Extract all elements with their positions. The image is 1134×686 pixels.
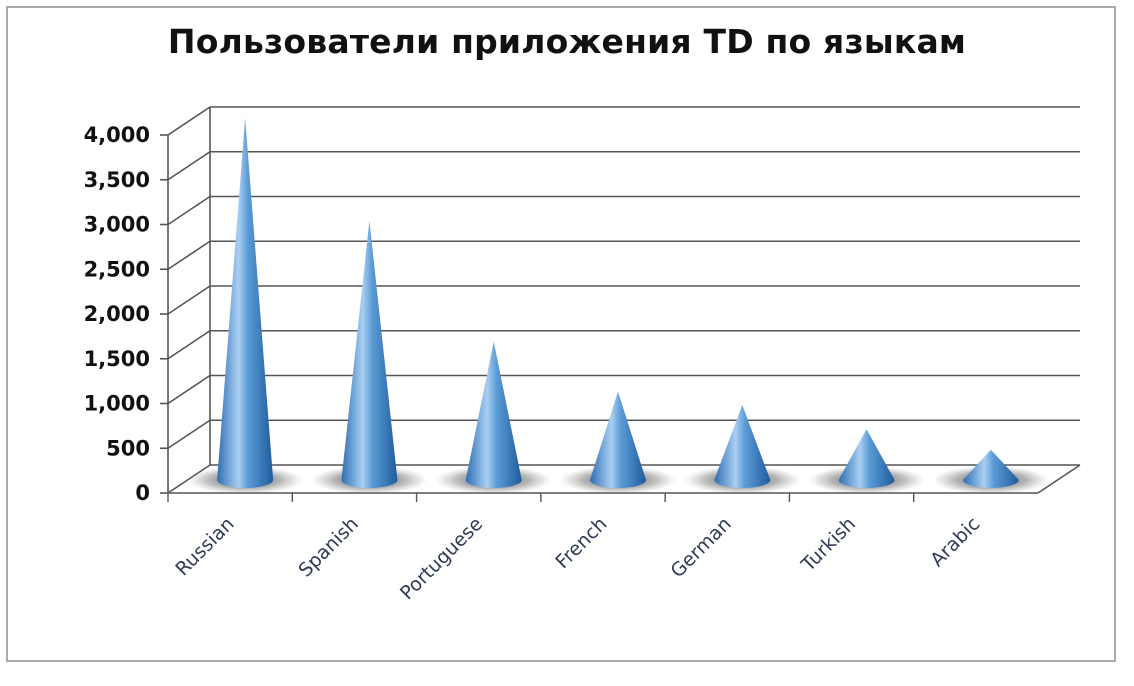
x-tick-label: French — [551, 513, 611, 573]
y-tick-label: 1,000 — [84, 392, 150, 416]
side-gridline — [167, 330, 211, 360]
x-tick-label: Russian — [171, 513, 238, 580]
y-axis-labels: 0 500 1,000 1,500 2,000 2,500 3,000 3,500 4,000 — [84, 123, 150, 505]
side-gridline — [167, 151, 211, 181]
cone-bar — [838, 429, 895, 488]
cone-german — [684, 405, 801, 494]
cone-arabic — [932, 449, 1049, 494]
side-gridline — [167, 106, 211, 136]
side-gridline — [167, 374, 211, 405]
y-tick-label: 0 — [135, 481, 150, 505]
cone-bar — [341, 220, 398, 489]
y-tick-label: 500 — [106, 436, 150, 460]
floor-right-edge — [1037, 464, 1081, 494]
chart-title: Пользователи приложения TD по языкам — [167, 22, 967, 61]
x-axis-labels: Russian Spanish Portuguese French German Turk… — [171, 513, 984, 604]
y-tick-label: 4,000 — [84, 123, 150, 147]
y-tick-label: 1,500 — [84, 347, 150, 371]
x-tick-label: Arabic — [926, 513, 984, 571]
side-gridline — [167, 240, 211, 270]
side-gridline — [167, 195, 211, 226]
cone-portuguese — [435, 341, 552, 494]
side-gridline — [167, 419, 211, 449]
y-tick-label: 2,500 — [84, 257, 150, 281]
cone-french — [560, 391, 676, 494]
cone-bar — [465, 341, 522, 488]
cone-bar — [714, 405, 771, 488]
side-gridline — [167, 285, 211, 315]
y-tick-label: 3,000 — [84, 213, 150, 237]
x-tick-label: Turkish — [797, 513, 860, 576]
x-tick-label: Portuguese — [396, 513, 487, 604]
cone-turkish — [808, 429, 925, 494]
y-tick-label: 3,500 — [84, 168, 150, 192]
cone-bar — [217, 117, 274, 489]
x-tick-label: German — [666, 513, 735, 582]
chart-series — [187, 117, 1049, 494]
cone-bar — [590, 391, 646, 488]
cone-spanish — [311, 220, 428, 494]
x-tick-label: Spanish — [294, 513, 363, 582]
chart-frame — [6, 6, 1116, 662]
y-tick-label: 2,000 — [84, 302, 150, 326]
cone-bar — [962, 449, 1019, 488]
cone-russian — [187, 117, 304, 494]
